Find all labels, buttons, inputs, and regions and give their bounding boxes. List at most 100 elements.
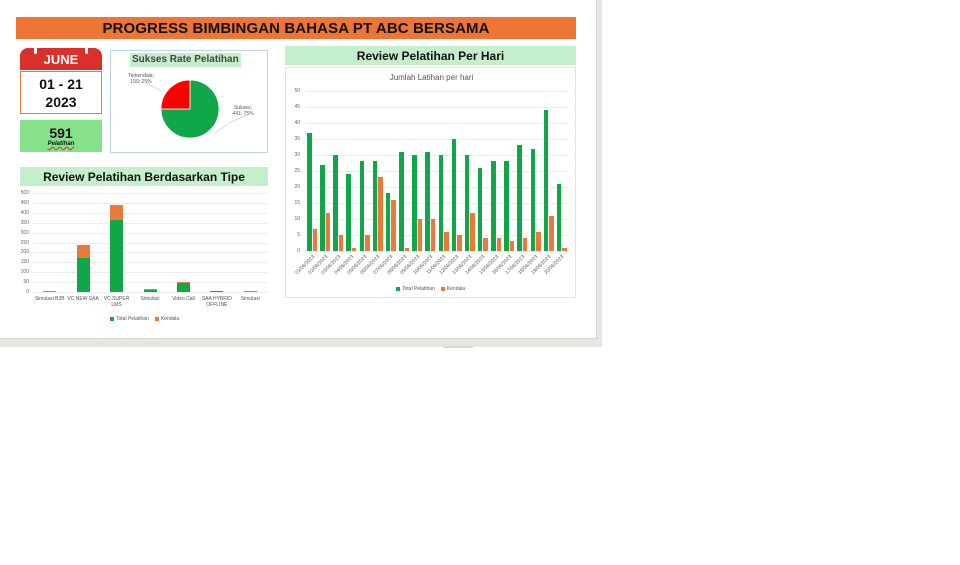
y-axis-tick: 450	[20, 199, 29, 206]
bar-kendala[interactable]	[351, 247, 357, 251]
y-axis-tick: 300	[20, 229, 29, 236]
bar-kendala[interactable]	[562, 247, 567, 251]
bar-total-pelatihan[interactable]	[110, 219, 124, 292]
y-axis-tick: 15	[294, 200, 300, 206]
pie-chart	[146, 79, 248, 139]
calendar-date-range: 01 - 21	[39, 75, 83, 92]
gridline	[33, 193, 267, 194]
bar-total-pelatihan[interactable]	[372, 161, 378, 251]
bar-kendala[interactable]	[483, 238, 488, 251]
daily-section-header: Review Pelatihan Per Hari	[285, 46, 576, 65]
bar-total-pelatihan[interactable]	[477, 167, 483, 251]
y-axis-tick: 50	[294, 88, 300, 94]
bar-kendala[interactable]	[509, 241, 515, 251]
bar-total-pelatihan[interactable]	[530, 148, 536, 251]
bar-total-pelatihan[interactable]	[543, 110, 549, 251]
gridline	[306, 139, 569, 140]
bar-total-pelatihan[interactable]	[210, 291, 224, 292]
bar-kendala[interactable]	[365, 235, 370, 251]
bar-kendala[interactable]	[378, 177, 383, 251]
bar-kendala[interactable]	[444, 231, 449, 251]
y-axis-tick: 0	[26, 289, 29, 295]
daily-section-title: Review Pelatihan Per Hari	[356, 48, 505, 63]
bar-total-pelatihan[interactable]	[438, 155, 443, 251]
bar-total-pelatihan[interactable]	[359, 161, 365, 251]
x-axis-label: Simulasi	[140, 296, 160, 302]
daily-bar-chart[interactable]: Jumlah Latihan per hari Total Pelatihan …	[285, 67, 576, 298]
gridline	[33, 292, 267, 293]
daily-chart-title: Jumlah Latihan per hari	[389, 73, 474, 82]
y-axis-tick: 50	[23, 279, 29, 286]
bar-total-pelatihan[interactable]	[176, 283, 190, 292]
gridline	[306, 123, 569, 124]
bar-total-pelatihan[interactable]	[517, 145, 522, 251]
bar-total-pelatihan[interactable]	[243, 291, 257, 292]
calendar-month-header: JUNE	[20, 45, 102, 70]
y-axis-tick: 35	[294, 136, 300, 142]
pie-slice-sukses	[160, 79, 220, 139]
calendar-ring-icon	[34, 45, 37, 54]
pie-label-terkendala: Terkendala; 150; 25%	[128, 73, 154, 85]
bar-total-pelatihan[interactable]	[425, 151, 430, 251]
type-section-header: Review Pelatihan Berdasarkan Tipe	[20, 167, 268, 186]
pie-chart-card[interactable]: Sukses Rate Pelatihan Terkendala; 150; 2…	[110, 50, 268, 153]
bar-kendala[interactable]	[470, 212, 475, 251]
gridline	[33, 212, 267, 214]
bar-total-pelatihan[interactable]	[491, 161, 496, 251]
y-axis-tick: 350	[20, 219, 29, 226]
x-axis-label: VC NEW SAA	[67, 296, 99, 302]
bar-total-pelatihan[interactable]	[451, 139, 457, 251]
bar-total-pelatihan[interactable]	[333, 155, 338, 251]
bar-total-pelatihan[interactable]	[307, 132, 312, 251]
bar-total-pelatihan[interactable]	[346, 174, 351, 251]
bar-kendala[interactable]	[536, 231, 541, 251]
gridline	[306, 187, 569, 188]
page-title-banner: PROGRESS BIMBINGAN BAHASA PT ABC BERSAMA	[16, 17, 576, 39]
bar-kendala[interactable]	[143, 288, 157, 290]
type-chart-legend: Total Pelatihan Kendala	[110, 316, 179, 322]
bar-kendala[interactable]	[457, 235, 462, 251]
daily-chart-legend: Total Pelatihan Kendala	[396, 286, 465, 292]
bar-total-pelatihan[interactable]	[556, 183, 562, 251]
gridline	[33, 252, 267, 254]
bar-total-pelatihan[interactable]	[464, 155, 470, 251]
pie-slice-terkendala	[160, 79, 191, 110]
bar-kendala[interactable]	[110, 204, 124, 220]
gridline	[306, 107, 569, 108]
bar-kendala[interactable]	[391, 199, 396, 251]
bar-kendala[interactable]	[549, 215, 554, 251]
pie-label-sukses: Sukses; 441; 75%	[232, 105, 254, 117]
y-axis-tick: 5	[297, 232, 300, 238]
gridline	[33, 202, 267, 204]
bar-kendala[interactable]	[404, 247, 410, 251]
type-stacked-bar-chart[interactable]: Total Pelatihan Kendala 0 50 100 150 200 250 3…	[15, 187, 270, 327]
bar-kendala[interactable]	[76, 245, 90, 258]
y-axis-tick: 500	[20, 190, 29, 196]
bar-total-pelatihan[interactable]	[399, 151, 404, 251]
gridline	[306, 171, 569, 172]
bar-kendala[interactable]	[417, 219, 423, 251]
y-axis-tick: 200	[20, 249, 29, 256]
y-axis-tick: 45	[294, 104, 300, 110]
bar-total-pelatihan[interactable]	[143, 289, 157, 292]
bar-kendala[interactable]	[176, 282, 190, 284]
x-axis-label: SAA HYBRID OFFLINE	[201, 296, 232, 308]
bar-kendala[interactable]	[325, 212, 331, 251]
bar-kendala[interactable]	[430, 219, 436, 251]
calendar-date-box: 01 - 21 2023	[20, 71, 102, 114]
bar-total-pelatihan[interactable]	[76, 257, 90, 292]
bar-total-pelatihan[interactable]	[320, 164, 325, 251]
bar-kendala[interactable]	[338, 235, 344, 251]
bar-kendala[interactable]	[522, 238, 528, 251]
y-axis-tick: 250	[20, 239, 29, 246]
bar-kendala[interactable]	[312, 228, 317, 251]
bar-kendala[interactable]	[496, 238, 502, 251]
y-axis-tick: 150	[20, 259, 29, 266]
bar-total-pelatihan[interactable]	[385, 193, 391, 251]
bar-total-pelatihan[interactable]	[412, 155, 417, 251]
y-axis-tick: 100	[20, 269, 29, 276]
bar-kendala[interactable]	[43, 291, 57, 292]
bar-total-pelatihan[interactable]	[504, 161, 509, 251]
type-section-title: Review Pelatihan Berdasarkan Tipe	[43, 169, 245, 184]
gridline	[33, 262, 267, 264]
